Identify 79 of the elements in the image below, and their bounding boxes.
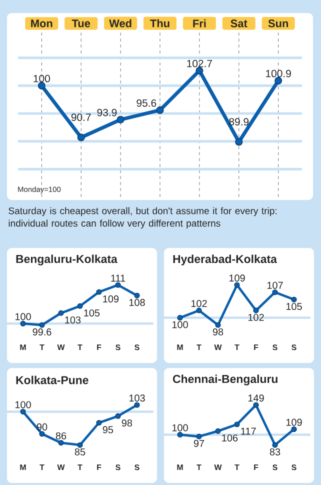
- point: [291, 426, 297, 432]
- point: [156, 106, 164, 114]
- data-label: 89.9: [229, 118, 249, 126]
- chart-title: Chennai-Bengaluru: [172, 374, 278, 386]
- data-label: 103: [65, 316, 81, 324]
- data-label: 95: [102, 426, 114, 434]
- data-label: 149: [248, 394, 264, 402]
- data-label: 100: [172, 321, 188, 328]
- data-label: 109: [286, 418, 302, 426]
- point: [196, 308, 202, 314]
- point: [234, 422, 240, 428]
- data-label: 102: [248, 314, 264, 321]
- point: [134, 402, 140, 408]
- data-label: 102: [191, 300, 207, 308]
- point: [215, 322, 221, 328]
- x-tick-label: Sat: [230, 20, 248, 28]
- point: [272, 442, 278, 448]
- data-label: 109: [103, 295, 119, 302]
- data-label: 111: [111, 274, 126, 282]
- point: [77, 134, 85, 142]
- point: [253, 308, 259, 314]
- point: [115, 413, 121, 419]
- point: [235, 138, 243, 146]
- point: [291, 296, 297, 302]
- point: [234, 282, 240, 288]
- data-label: 105: [286, 302, 302, 310]
- chart-title: Hyderabad-Kolkata: [173, 254, 277, 266]
- data-label: 109: [229, 274, 245, 282]
- chart-title: Kolkata-Pune: [16, 376, 88, 384]
- point: [20, 320, 26, 326]
- point: [39, 431, 45, 437]
- data-label: 100: [15, 401, 31, 408]
- point: [253, 402, 259, 408]
- data-label: 98: [212, 328, 224, 336]
- data-label: 102.7: [187, 60, 212, 68]
- data-label: 117: [241, 428, 256, 435]
- point: [177, 432, 183, 438]
- point: [272, 289, 278, 296]
- data-label: 83: [270, 448, 280, 456]
- point: [77, 442, 83, 448]
- chart-title: Bengaluru-Kolkata: [16, 254, 118, 266]
- text: Saturday is cheapest overall, but don't assume it for every trip: individual routes can follow very different patterns: [8, 207, 276, 229]
- data-label: 100: [172, 424, 188, 432]
- point: [134, 292, 140, 298]
- point: [96, 289, 102, 295]
- x-tick-label: Fri: [193, 19, 206, 28]
- data-label: 97: [194, 440, 204, 447]
- point: [77, 303, 83, 309]
- point: [177, 314, 183, 321]
- x-tick-label: Wed: [109, 19, 132, 28]
- point: [20, 408, 26, 414]
- data-label: 86: [56, 432, 66, 440]
- x-tick-label: Thu: [150, 19, 170, 28]
- data-label: 99.6: [32, 328, 52, 336]
- data-label: 93.9: [97, 108, 117, 116]
- point: [196, 434, 202, 440]
- point: [39, 322, 45, 328]
- data-label: 100.9: [266, 70, 291, 78]
- data-label: 103: [129, 394, 145, 402]
- point: [58, 310, 64, 316]
- point: [96, 420, 102, 426]
- data-label: 100: [34, 74, 50, 82]
- data-label: 105: [84, 309, 100, 316]
- x-tick-label: Mon: [31, 20, 52, 28]
- point: [58, 440, 64, 446]
- point: [215, 428, 221, 434]
- data-label: 107: [267, 282, 283, 289]
- data-label: 108: [129, 298, 145, 306]
- point: [116, 116, 124, 124]
- data-label: 100: [15, 313, 31, 320]
- data-label: 90.7: [71, 114, 91, 122]
- x-tick-label: Tue: [72, 20, 90, 28]
- data-label: 90: [36, 423, 48, 430]
- point: [115, 282, 121, 288]
- data-label: 95.6: [136, 99, 156, 107]
- data-label: 98: [122, 420, 132, 427]
- data-label: 85: [74, 448, 86, 456]
- data-label: 106: [222, 434, 238, 442]
- x-tick-label: Sun: [268, 20, 288, 28]
